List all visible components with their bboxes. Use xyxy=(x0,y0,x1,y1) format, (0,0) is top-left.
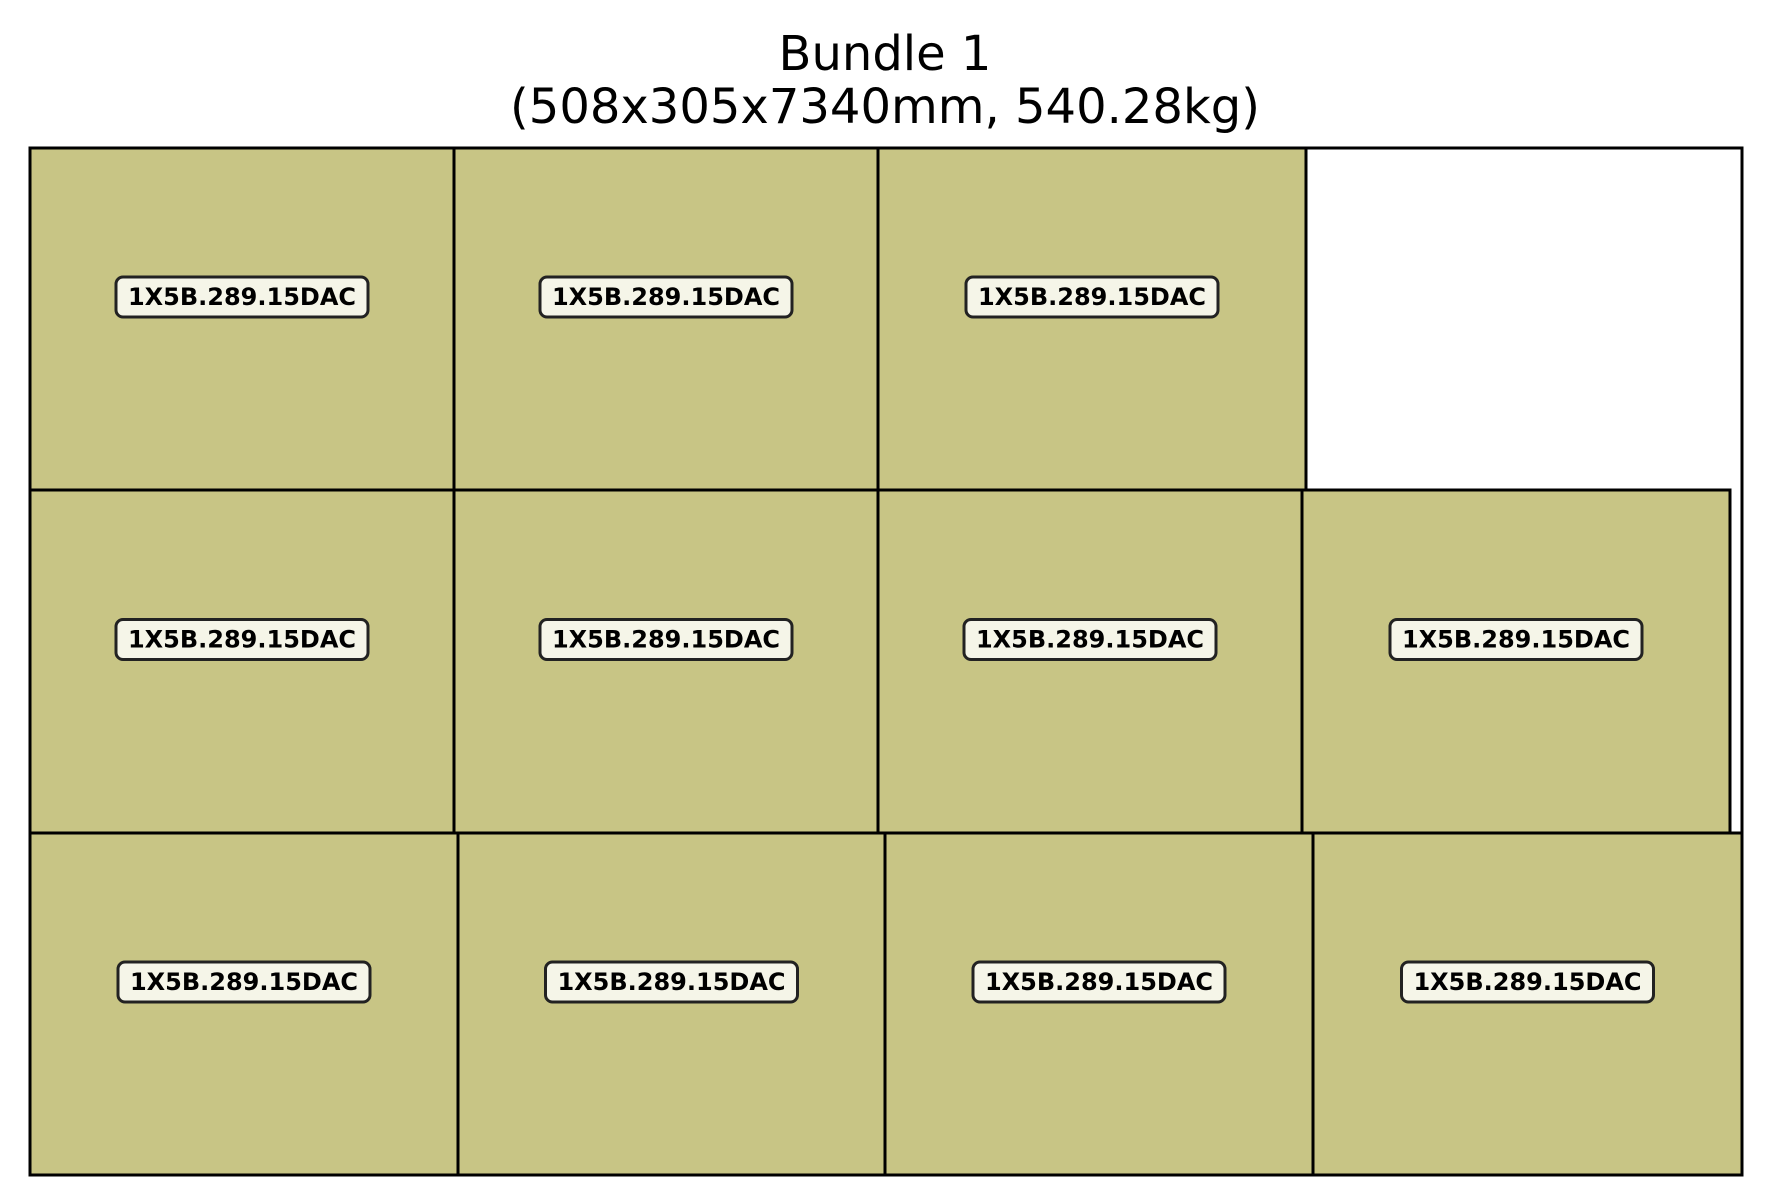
piece: 1X5B.289.15DAC xyxy=(28,831,460,1177)
piece-label-box xyxy=(964,275,1220,319)
piece-label-box xyxy=(114,275,370,319)
piece: 1X5B.289.15DAC xyxy=(1300,488,1732,835)
piece-label-box xyxy=(114,618,370,661)
diagram-title: Bundle 1 xyxy=(778,26,992,82)
piece: 1X5B.289.15DAC xyxy=(452,488,880,835)
piece-label-box xyxy=(971,960,1227,1004)
piece-label-box xyxy=(116,960,372,1004)
piece-label-box xyxy=(1400,960,1655,1004)
piece-rect xyxy=(1300,488,1732,835)
diagram-subtitle: (508x305x7340mm, 540.28kg) xyxy=(510,79,1260,135)
piece-label: 1X5B.289.15DAC xyxy=(552,626,780,654)
piece-rect xyxy=(452,488,880,835)
piece-label-box xyxy=(1388,618,1644,661)
piece: 1X5B.289.15DAC xyxy=(28,146,456,492)
piece: 1X5B.289.15DAC xyxy=(1311,831,1744,1177)
piece: 1X5B.289.15DAC xyxy=(28,488,456,835)
piece-rect xyxy=(456,831,887,1177)
piece: 1X5B.289.15DAC xyxy=(883,831,1315,1177)
piece-label: 1X5B.289.15DAC xyxy=(128,283,356,311)
piece-rect xyxy=(883,831,1315,1177)
piece: 1X5B.289.15DAC xyxy=(452,146,880,492)
piece-label: 1X5B.289.15DAC xyxy=(128,626,356,654)
piece-label: 1X5B.289.15DAC xyxy=(1402,626,1630,654)
piece-label-box xyxy=(538,618,794,661)
piece-rect xyxy=(452,146,880,492)
piece-label: 1X5B.289.15DAC xyxy=(557,968,785,996)
piece-label-box xyxy=(544,960,799,1004)
piece: 1X5B.289.15DAC xyxy=(456,831,887,1177)
piece-label: 1X5B.289.15DAC xyxy=(976,626,1204,654)
piece-rect xyxy=(28,488,456,835)
piece-label: 1X5B.289.15DAC xyxy=(130,968,358,996)
piece-label: 1X5B.289.15DAC xyxy=(985,968,1213,996)
piece-rect xyxy=(1311,831,1744,1177)
piece-label-box xyxy=(962,618,1218,661)
piece-label: 1X5B.289.15DAC xyxy=(552,283,780,311)
piece-rect xyxy=(876,488,1304,835)
piece-rect xyxy=(28,146,456,492)
piece-rect xyxy=(876,146,1308,492)
piece-rect xyxy=(28,831,460,1177)
piece: 1X5B.289.15DAC xyxy=(876,146,1308,492)
piece-label: 1X5B.289.15DAC xyxy=(978,283,1206,311)
piece-label: 1X5B.289.15DAC xyxy=(1413,968,1641,996)
piece-label-box xyxy=(538,275,794,319)
piece: 1X5B.289.15DAC xyxy=(876,488,1304,835)
